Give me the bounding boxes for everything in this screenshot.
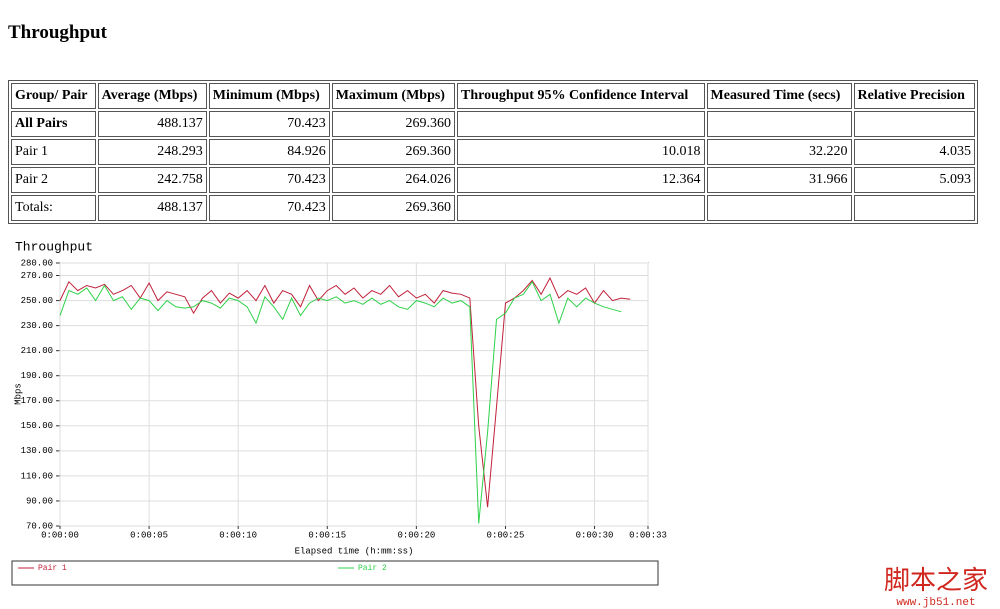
table-cell xyxy=(853,195,975,221)
y-tick-label: 70.00 xyxy=(26,521,53,531)
table-cell: 32.220 xyxy=(706,139,852,165)
x-tick-label: 0:00:00 xyxy=(41,530,79,540)
legend-label: Pair 2 xyxy=(358,564,387,573)
column-header: Throughput 95% Confidence Interval xyxy=(457,83,705,109)
x-tick-label: 0:00:15 xyxy=(308,530,346,540)
table-cell: 248.293 xyxy=(97,139,207,165)
y-tick-label: 130.00 xyxy=(21,446,53,456)
column-header: Average (Mbps) xyxy=(97,83,207,109)
x-tick-label: 0:00:10 xyxy=(219,530,257,540)
table-cell: 70.423 xyxy=(208,167,330,193)
table-cell: 4.035 xyxy=(853,139,975,165)
y-axis-label: Mbps xyxy=(13,383,23,405)
y-tick-label: 210.00 xyxy=(21,346,53,356)
header-row: Group/ Pair Average (Mbps) Minimum (Mbps) M… xyxy=(11,83,975,109)
table-cell: 31.966 xyxy=(706,167,852,193)
table-row: All Pairs 488.137 70.423 269.360 xyxy=(11,111,975,137)
table-row: Totals: 488.137 70.423 269.360 xyxy=(11,195,975,221)
table-cell: Pair 1 xyxy=(11,139,96,165)
column-header: Measured Time (secs) xyxy=(706,83,852,109)
table-cell: 5.093 xyxy=(853,167,975,193)
x-tick-label: 0:00:20 xyxy=(397,530,435,540)
y-tick-label: 90.00 xyxy=(26,496,53,506)
column-header: Group/ Pair xyxy=(11,83,96,109)
table-cell: 269.360 xyxy=(331,111,456,137)
table-cell: 488.137 xyxy=(97,195,207,221)
table-cell: 12.364 xyxy=(457,167,705,193)
y-tick-label: 190.00 xyxy=(21,371,53,381)
table-row: Pair 1 248.293 84.926 269.360 10.018 32.220 4.… xyxy=(11,139,975,165)
column-header: Maximum (Mbps) xyxy=(331,83,456,109)
y-tick-label: 230.00 xyxy=(21,321,53,331)
table-cell: 269.360 xyxy=(331,195,456,221)
column-header: Minimum (Mbps) xyxy=(208,83,330,109)
table-cell: 264.026 xyxy=(331,167,456,193)
page-title: Throughput xyxy=(8,22,107,43)
watermark: 脚本之家 www.jb51.net xyxy=(884,560,988,609)
x-tick-label: 0:00:30 xyxy=(576,530,614,540)
table-cell: Totals: xyxy=(11,195,96,221)
table-cell xyxy=(706,195,852,221)
x-tick-label: 0:00:33 xyxy=(629,530,667,540)
y-tick-label: 270.00 xyxy=(21,271,53,281)
table-cell: 10.018 xyxy=(457,139,705,165)
table-cell: 70.423 xyxy=(208,111,330,137)
plot-frame xyxy=(59,262,649,527)
table-cell: Pair 2 xyxy=(11,167,96,193)
legend-label: Pair 1 xyxy=(38,564,67,573)
y-tick-label: 170.00 xyxy=(21,396,53,406)
table-cell xyxy=(457,195,705,221)
table-cell: 70.423 xyxy=(208,195,330,221)
table-cell xyxy=(853,111,975,137)
series-line xyxy=(59,280,622,524)
x-tick-label: 0:00:25 xyxy=(487,530,525,540)
summary-table: Group/ Pair Average (Mbps) Minimum (Mbps) M… xyxy=(8,80,978,224)
table-cell: 269.360 xyxy=(331,139,456,165)
table-cell xyxy=(457,111,705,137)
legend-box xyxy=(11,560,659,586)
watermark-url: www.jb51.net xyxy=(896,597,976,609)
column-header: Relative Precision xyxy=(853,83,975,109)
watermark-brand: 脚本之家 xyxy=(883,566,988,596)
table-cell: All Pairs xyxy=(11,111,96,137)
x-axis-label: Elapsed time (h:mm:ss) xyxy=(295,546,414,556)
chart-title: Throughput xyxy=(15,239,93,254)
table-row: Pair 2 242.758 70.423 264.026 12.364 31.966 5.… xyxy=(11,167,975,193)
series-line xyxy=(59,276,631,508)
table-cell xyxy=(706,111,852,137)
y-tick-label: 150.00 xyxy=(21,421,53,431)
chart: Throughput Elapsed time (h:mm:ss) Mbps 7… xyxy=(11,239,667,586)
y-tick-label: 250.00 xyxy=(21,296,53,306)
y-tick-label: 110.00 xyxy=(21,471,53,481)
x-tick-label: 0:00:05 xyxy=(130,530,168,540)
table-cell: 242.758 xyxy=(97,167,207,193)
table-cell: 488.137 xyxy=(97,111,207,137)
y-tick-label: 280.00 xyxy=(21,258,53,268)
table-cell: 84.926 xyxy=(208,139,330,165)
